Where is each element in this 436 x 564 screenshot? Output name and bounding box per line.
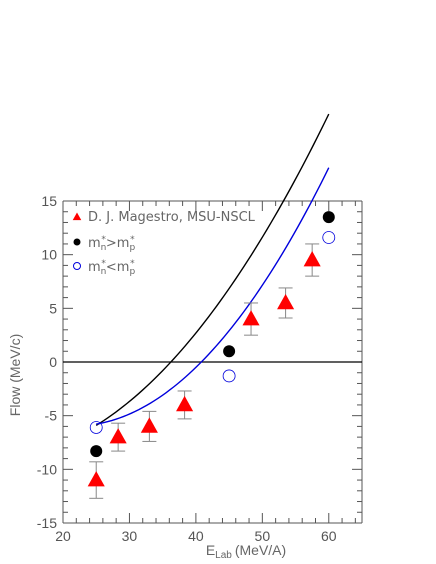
legend-marker-filled-circle xyxy=(73,238,81,246)
legend-marker-triangle xyxy=(72,212,82,221)
data-point-triangle xyxy=(242,310,260,326)
legend-label-part: <m xyxy=(106,260,130,275)
y-axis-label: Flow (MeV/c) xyxy=(7,334,23,416)
data-point-open-circle xyxy=(222,369,236,383)
legend-label-part: p xyxy=(129,267,135,277)
x-axis-label-unit: (MeV/A) xyxy=(235,542,286,558)
fit-curve-series-3 xyxy=(96,167,330,425)
legend-label-part: * xyxy=(130,235,135,245)
x-axis-label-sub: Lab xyxy=(215,550,232,561)
data-point-triangle xyxy=(277,293,295,310)
data-markers xyxy=(87,211,336,487)
data-point-open-circle xyxy=(89,421,103,434)
x-tick-label: 20 xyxy=(55,528,71,544)
legend-label-series-2: mn*>mp* xyxy=(88,235,135,253)
fit-curve-series-2 xyxy=(95,113,330,426)
legend-label-series-3: mn*<mp* xyxy=(88,259,135,277)
data-point-triangle xyxy=(109,428,127,444)
legend-label-part: * xyxy=(101,259,106,269)
legend-label-part: n xyxy=(101,267,107,277)
data-point-triangle xyxy=(87,471,105,487)
x-tick-label: 50 xyxy=(255,528,271,544)
y-tick-label: 5 xyxy=(49,300,57,316)
y-tick-label: -5 xyxy=(45,408,58,424)
legend-marker-open-circle xyxy=(73,262,81,270)
x-tick-label: 60 xyxy=(321,528,337,544)
y-tick-label: -10 xyxy=(37,461,57,477)
x-axis-label-main: E xyxy=(206,542,215,558)
data-point-filled-circle xyxy=(223,345,236,358)
data-point-triangle xyxy=(303,251,321,267)
data-point-triangle xyxy=(140,417,158,433)
x-tick-label: 30 xyxy=(122,528,138,544)
x-tick-label: 40 xyxy=(188,528,204,544)
data-point-triangle xyxy=(176,395,194,412)
legend-label-series-1: D. J. Magestro, MSU-NSCL xyxy=(88,210,256,225)
legend-label-part: * xyxy=(101,235,106,245)
y-tick-label: 0 xyxy=(49,354,57,370)
data-point-open-circle xyxy=(322,231,336,244)
y-tick-label: 10 xyxy=(41,247,57,263)
y-tick-label: 15 xyxy=(41,193,57,209)
error-bars xyxy=(89,243,320,499)
x-axis-label: ELab (MeV/A) xyxy=(206,542,286,561)
legend-label-part: * xyxy=(130,259,135,269)
legend-label-part: m xyxy=(88,260,101,275)
legend-label-part: >m xyxy=(106,236,130,251)
legend-label-part: m xyxy=(88,236,101,251)
legend-label-part: n xyxy=(101,243,107,253)
y-tick-label: -15 xyxy=(37,515,57,531)
legend-label-part: p xyxy=(129,243,135,253)
fit-curves xyxy=(95,113,330,426)
axis-ticks: 20 30 40 50 60 -15 -10 -5 0 5 10 15 xyxy=(37,193,362,544)
data-point-filled-circle xyxy=(90,445,103,458)
data-point-filled-circle xyxy=(322,211,335,224)
